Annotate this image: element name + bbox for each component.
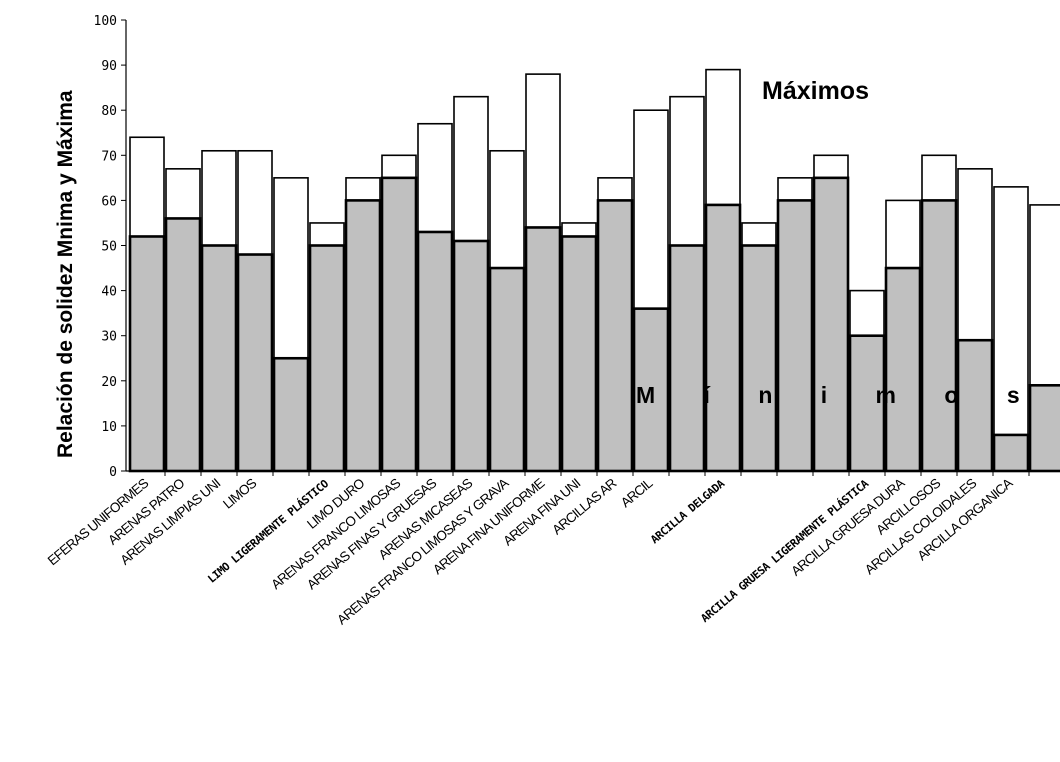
min-bar (344, 199, 382, 473)
y-tick-label: 100 (94, 14, 117, 29)
min-bar (236, 253, 274, 473)
y-tick-label: 40 (101, 285, 117, 300)
x-category-label: ARCIL (618, 475, 656, 510)
min-bar (812, 176, 850, 473)
min-bar (776, 199, 814, 473)
y-tick-label: 10 (101, 420, 117, 435)
min-bar (272, 356, 310, 473)
y-tick-label: 50 (101, 240, 117, 255)
min-bar (956, 338, 994, 473)
min-bar (668, 244, 706, 473)
min-bar (200, 244, 238, 473)
x-category-label: LIMOS (220, 475, 259, 511)
min-bar (128, 235, 166, 473)
min-bar (452, 239, 490, 473)
y-axis-label: Relación de solidez Mnima y Máxima (54, 90, 77, 458)
min-bar (632, 307, 670, 473)
maximos-annotation: Máximos (762, 77, 869, 105)
bars (128, 68, 1060, 473)
min-bar (884, 266, 922, 473)
y-tick-label: 0 (109, 465, 117, 480)
x-category-label: ARCILLA GRUESA LIGERAMENTE PLÁSTICA (698, 477, 871, 625)
max-bar (993, 186, 1029, 472)
y-tick-label: 30 (101, 330, 117, 345)
min-bar (164, 217, 202, 473)
y-tick-label: 90 (101, 59, 117, 74)
y-tick-label: 20 (101, 375, 117, 390)
y-tick-label: 80 (101, 104, 117, 119)
min-bar (596, 199, 634, 473)
min-bar (380, 176, 418, 473)
y-tick-label: 70 (101, 149, 117, 164)
min-bar (308, 244, 346, 473)
minimos-annotation: M í n i m o s (636, 382, 1041, 408)
min-bar (524, 226, 562, 473)
y-tick-label: 60 (101, 194, 117, 209)
min-bar (560, 235, 598, 473)
min-bar (848, 334, 886, 473)
min-bar (1028, 384, 1060, 473)
x-category-label: ARCILLA DELGADA (648, 477, 727, 547)
min-bar (992, 433, 1030, 473)
min-bar (416, 230, 454, 473)
min-bar (704, 203, 742, 473)
min-bar (920, 199, 958, 473)
min-bar (740, 244, 778, 473)
min-bar (488, 266, 526, 473)
